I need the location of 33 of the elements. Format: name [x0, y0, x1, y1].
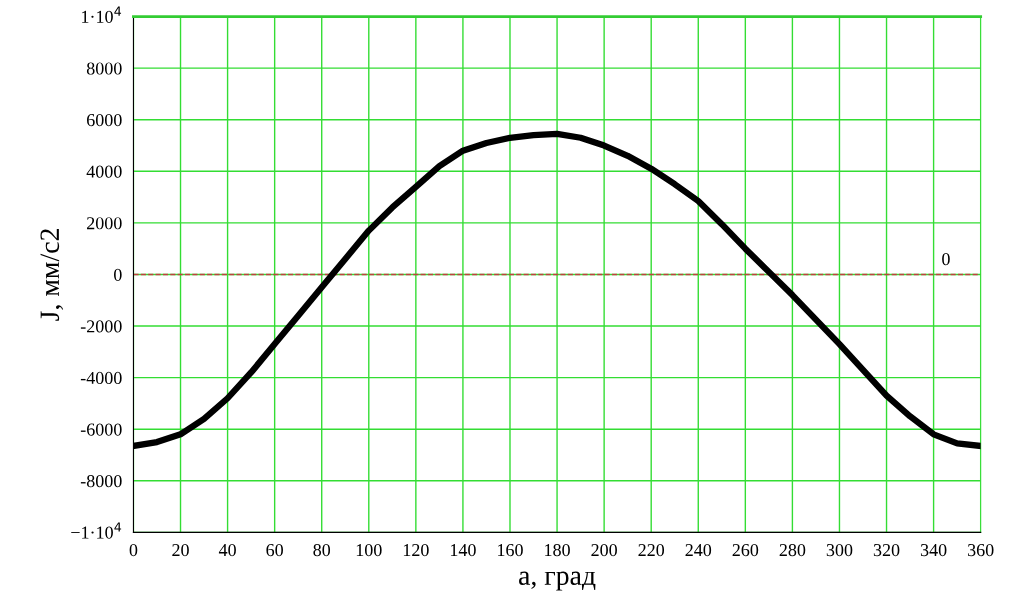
x-tick-label: 280 — [779, 543, 806, 557]
y-tick-label: 1·10$^{4}$ — [82, 6, 122, 23]
x-tick-label: 160 — [498, 543, 523, 557]
x-tick-label: 180 — [545, 543, 570, 557]
y-tick-label: 4000 — [86, 165, 122, 178]
ref-line-label: 0 — [942, 253, 950, 266]
y-tick-label: 8000 — [86, 62, 122, 75]
x-tick-label: 20 — [172, 543, 189, 557]
x-tick-label: 100 — [356, 543, 382, 557]
y-tick-label: 6000 — [87, 113, 122, 127]
y-tick-label: −1·10$^{4}$ — [71, 522, 122, 539]
y-axis-title: J, мм/с2 — [40, 229, 64, 321]
y-tick-label: -6000 — [80, 423, 122, 436]
y-tick-label: -8000 — [80, 475, 122, 488]
x-tick-label: 220 — [638, 543, 665, 557]
y-tick-label: -2000 — [80, 320, 122, 333]
x-tick-label: 260 — [732, 543, 759, 557]
x-tick-label: 240 — [685, 543, 712, 557]
x-tick-label: 360 — [967, 543, 994, 557]
x-tick-label: 60 — [266, 543, 283, 557]
x-tick-label: 300 — [826, 543, 853, 557]
x-axis-title: a, град — [519, 571, 596, 591]
y-tick-label: -4000 — [80, 371, 122, 385]
x-tick-label: 40 — [218, 543, 236, 557]
x-tick-label: 200 — [591, 543, 617, 557]
x-tick-label: 140 — [450, 543, 476, 557]
x-tick-label: 320 — [873, 543, 900, 557]
x-tick-label: 0 — [129, 543, 138, 557]
x-tick-label: 80 — [313, 543, 331, 557]
x-tick-label: 120 — [403, 543, 429, 557]
y-tick-label: 2000 — [87, 217, 122, 230]
x-tick-label: 340 — [920, 543, 947, 557]
y-tick-label: 0 — [114, 268, 122, 281]
